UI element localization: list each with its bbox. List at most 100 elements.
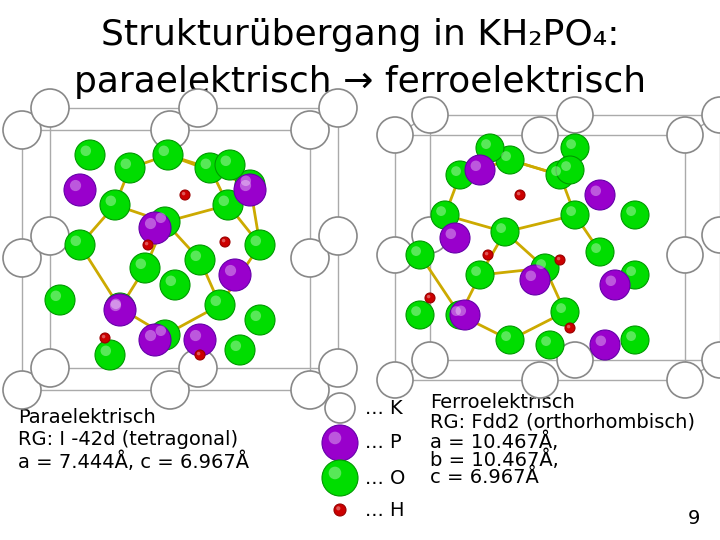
Circle shape (220, 156, 231, 166)
Text: Paraelektrisch: Paraelektrisch (18, 408, 156, 427)
Circle shape (411, 306, 421, 316)
Circle shape (100, 190, 130, 220)
Circle shape (145, 330, 156, 341)
Circle shape (561, 161, 571, 171)
Circle shape (81, 146, 91, 156)
Circle shape (411, 246, 421, 256)
Circle shape (546, 161, 574, 189)
Circle shape (536, 331, 564, 359)
Circle shape (466, 261, 494, 289)
Circle shape (325, 393, 355, 423)
Circle shape (156, 213, 166, 223)
Circle shape (476, 134, 504, 162)
Circle shape (522, 362, 558, 398)
Circle shape (517, 192, 521, 195)
Circle shape (145, 218, 156, 229)
Circle shape (465, 155, 495, 185)
Circle shape (215, 150, 245, 180)
Circle shape (139, 212, 171, 244)
Circle shape (561, 201, 589, 229)
Circle shape (135, 259, 146, 269)
Circle shape (139, 324, 171, 356)
Circle shape (621, 261, 649, 289)
Text: RG: I -42d (tetragonal): RG: I -42d (tetragonal) (18, 430, 238, 449)
Text: c = 6.967Å: c = 6.967Å (430, 468, 539, 487)
Circle shape (101, 346, 111, 356)
Circle shape (561, 134, 589, 162)
Circle shape (702, 342, 720, 378)
Circle shape (412, 217, 448, 253)
Circle shape (234, 174, 266, 206)
Circle shape (45, 285, 75, 315)
Circle shape (319, 349, 357, 387)
Circle shape (179, 89, 217, 127)
Circle shape (552, 166, 561, 176)
Circle shape (667, 362, 703, 398)
Circle shape (515, 190, 525, 200)
Circle shape (412, 342, 448, 378)
Circle shape (491, 218, 519, 246)
Circle shape (565, 323, 575, 333)
Circle shape (451, 306, 461, 316)
Circle shape (190, 330, 201, 341)
Circle shape (100, 333, 110, 343)
Circle shape (115, 153, 145, 183)
Circle shape (110, 300, 121, 311)
Circle shape (120, 159, 131, 169)
Circle shape (456, 306, 466, 316)
Circle shape (600, 270, 630, 300)
Circle shape (251, 235, 261, 246)
Circle shape (606, 275, 616, 286)
Circle shape (64, 174, 96, 206)
Circle shape (377, 237, 413, 273)
Circle shape (235, 170, 265, 200)
Circle shape (95, 340, 125, 370)
Circle shape (436, 206, 446, 216)
Circle shape (184, 324, 216, 356)
Circle shape (111, 299, 121, 309)
Circle shape (3, 239, 41, 277)
Circle shape (291, 111, 329, 149)
Circle shape (70, 180, 81, 191)
Circle shape (377, 117, 413, 153)
Circle shape (556, 156, 584, 184)
Circle shape (557, 342, 593, 378)
Circle shape (496, 326, 524, 354)
Circle shape (481, 139, 491, 149)
Circle shape (210, 295, 221, 306)
Circle shape (71, 235, 81, 246)
Circle shape (219, 259, 251, 291)
Text: ... K: ... K (365, 399, 402, 417)
Circle shape (150, 207, 180, 237)
Circle shape (65, 230, 95, 260)
Circle shape (31, 89, 69, 127)
Text: paraelektrisch → ferroelektrisch: paraelektrisch → ferroelektrisch (74, 65, 646, 99)
Circle shape (143, 240, 153, 250)
Circle shape (336, 506, 341, 510)
Circle shape (702, 217, 720, 253)
Circle shape (328, 431, 341, 444)
Circle shape (240, 180, 251, 191)
Circle shape (145, 242, 148, 245)
Circle shape (446, 301, 474, 329)
Circle shape (471, 266, 481, 276)
Circle shape (213, 190, 243, 220)
Circle shape (225, 335, 255, 365)
Circle shape (485, 252, 488, 255)
Circle shape (566, 206, 576, 216)
Circle shape (205, 290, 235, 320)
Circle shape (626, 331, 636, 341)
Circle shape (585, 180, 615, 210)
Circle shape (555, 255, 565, 265)
Circle shape (412, 97, 448, 133)
Text: a = 10.467Å,: a = 10.467Å, (430, 432, 558, 453)
Circle shape (245, 230, 275, 260)
Circle shape (185, 245, 215, 275)
Circle shape (220, 237, 230, 247)
Circle shape (406, 301, 434, 329)
Circle shape (446, 228, 456, 239)
Circle shape (377, 362, 413, 398)
Circle shape (3, 371, 41, 409)
Circle shape (191, 251, 201, 261)
Circle shape (3, 111, 41, 149)
